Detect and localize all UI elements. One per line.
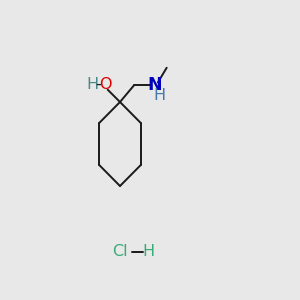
Text: H: H [86, 77, 98, 92]
Text: Cl: Cl [112, 244, 128, 260]
Text: -: - [95, 77, 101, 92]
Text: H: H [142, 244, 154, 260]
Text: H: H [154, 88, 166, 104]
Text: N: N [147, 76, 162, 94]
Text: O: O [99, 77, 112, 92]
